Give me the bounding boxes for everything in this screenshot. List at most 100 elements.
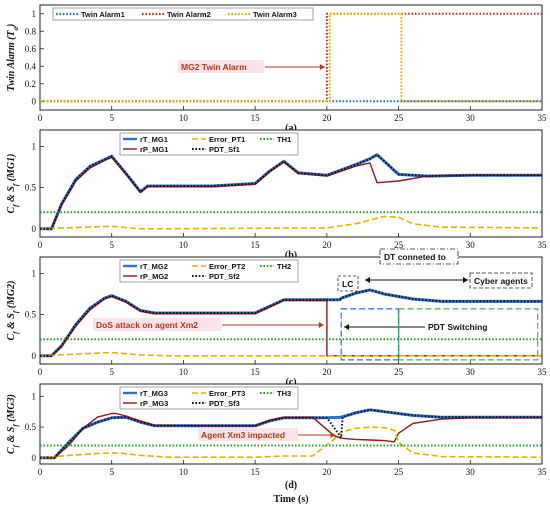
y-tick-label: 0.6 — [25, 44, 37, 54]
legend-box — [119, 259, 299, 283]
x-tick-label: 0 — [38, 113, 43, 123]
series-line-rp-mg1 — [40, 156, 542, 230]
series-line-pdt-sf3 — [40, 408, 542, 459]
y-tick-label: 0 — [32, 453, 37, 463]
x-tick-label: 20 — [322, 467, 332, 477]
annotation-arrow-head — [330, 432, 336, 438]
x-tick-label: 25 — [394, 113, 404, 123]
x-tick-label: 15 — [251, 367, 261, 377]
y-tick-label: 0 — [32, 351, 37, 361]
x-tick-label: 35 — [538, 113, 548, 123]
x-tick-label: 25 — [394, 367, 404, 377]
x-tick-label: 5 — [109, 240, 114, 250]
annotation-arrow-head — [463, 277, 468, 283]
x-tick-label: 35 — [538, 240, 548, 250]
series-line-error-pt2 — [39, 351, 542, 357]
y-axis-label: Twin Alarm (Ta) — [6, 24, 20, 92]
legend-entry: Error_PT1 — [209, 135, 245, 144]
legend-entry: PDT_Sf3 — [209, 399, 240, 408]
y-tick-label: 0.8 — [25, 26, 37, 36]
x-axis-label: Time (s) — [273, 494, 308, 505]
x-tick-label: 5 — [109, 467, 114, 477]
annotation-arrow-head — [344, 324, 350, 330]
annotation-arrow-head — [319, 64, 325, 70]
plot-area — [39, 4, 543, 111]
x-tick-label: 15 — [251, 240, 261, 250]
x-tick-label: 5 — [109, 367, 114, 377]
y-axis-label: Cf & Sf (MG3) — [6, 394, 20, 454]
annotation-mg2-twin-alarm: MG2 Twin Alarm — [181, 62, 247, 72]
series-line-error-pt1 — [39, 215, 543, 230]
y-tick-label: 1 — [32, 9, 37, 19]
legend-entry: TH2 — [277, 262, 291, 271]
y-tick-label: 1 — [32, 391, 37, 401]
legend-entry: TH3 — [277, 389, 291, 398]
legend-entry: Twin Alarm1 — [81, 10, 125, 19]
legend-entry: rP_MG2 — [140, 272, 168, 281]
panel-label: (b) — [285, 250, 297, 261]
annotation-bg — [178, 60, 264, 73]
series-line-pdt-sf1 — [40, 153, 542, 230]
x-tick-label: 15 — [251, 467, 261, 477]
annotation-agent-xm3: Agent Xm3 impacted — [201, 430, 285, 440]
annotation-dos-attack: DoS attack on agent Xm2 — [96, 320, 198, 330]
legend-entry: Twin Alarm2 — [167, 10, 211, 19]
legend-box — [52, 7, 314, 21]
x-tick-label: 10 — [179, 240, 189, 250]
y-tick-label: 0.5 — [25, 310, 37, 320]
annotation-arrow-head — [318, 322, 324, 328]
x-tick-label: 20 — [322, 367, 332, 377]
y-tick-label: 0 — [32, 224, 37, 234]
legend-box — [119, 132, 299, 156]
x-tick-label: 15 — [251, 113, 261, 123]
x-tick-label: 20 — [322, 240, 332, 250]
x-tick-label: 20 — [322, 113, 332, 123]
x-tick-label: 30 — [466, 467, 476, 477]
annotation-dt-connected: DT conneted to — [384, 252, 446, 262]
y-tick-label: 1 — [32, 268, 37, 278]
x-tick-label: 35 — [538, 467, 548, 477]
y-tick-label: 1 — [32, 141, 37, 151]
x-tick-label: 10 — [179, 467, 189, 477]
panel-label: (c) — [285, 377, 296, 388]
x-tick-label: 5 — [109, 113, 114, 123]
legend-entry: rP_MG3 — [140, 399, 168, 408]
dt-label-box — [379, 248, 459, 265]
annotation-bg — [198, 428, 298, 441]
x-tick-label: 30 — [466, 113, 476, 123]
cyber-label-box — [469, 272, 533, 289]
legend-entry: rT_MG1 — [140, 135, 168, 144]
annotation-arrow-head — [365, 277, 370, 283]
y-axis-label: Cf & Sf (MG2) — [6, 281, 20, 341]
legend-entry: TH1 — [277, 135, 291, 144]
legend-entry: Error_PT3 — [209, 389, 245, 398]
series-line-error-pt3 — [39, 426, 543, 459]
annotation-bg — [93, 318, 221, 331]
legend-entry: PDT_Sf2 — [209, 272, 240, 281]
y-tick-label: 0 — [32, 96, 37, 106]
annotation-cyber-agents: Cyber agents — [474, 276, 528, 286]
x-tick-label: 25 — [394, 467, 404, 477]
legend: Twin Alarm1 Twin Alarm2 Twin Alarm3 — [52, 7, 314, 21]
legend-entry: rT_MG2 — [140, 262, 168, 271]
x-tick-label: 30 — [466, 367, 476, 377]
cyber-region-box — [397, 308, 539, 361]
y-tick-label: 0.5 — [25, 422, 37, 432]
series-line-rp-mg3 — [40, 412, 542, 459]
x-tick-label: 0 — [38, 240, 43, 250]
x-tick-label: 25 — [394, 240, 404, 250]
series-line-twin alarm3 — [40, 12, 542, 103]
series-line-pdt-sf2 — [40, 288, 542, 357]
y-tick-label: 0.4 — [25, 61, 37, 71]
legend-entry: PDT_Sf1 — [209, 145, 240, 154]
legend-entry: Twin Alarm3 — [253, 10, 297, 19]
y-axis-label: Cf & Sf (MG1) — [6, 154, 20, 214]
legend-entry: rT_MG3 — [140, 389, 168, 398]
